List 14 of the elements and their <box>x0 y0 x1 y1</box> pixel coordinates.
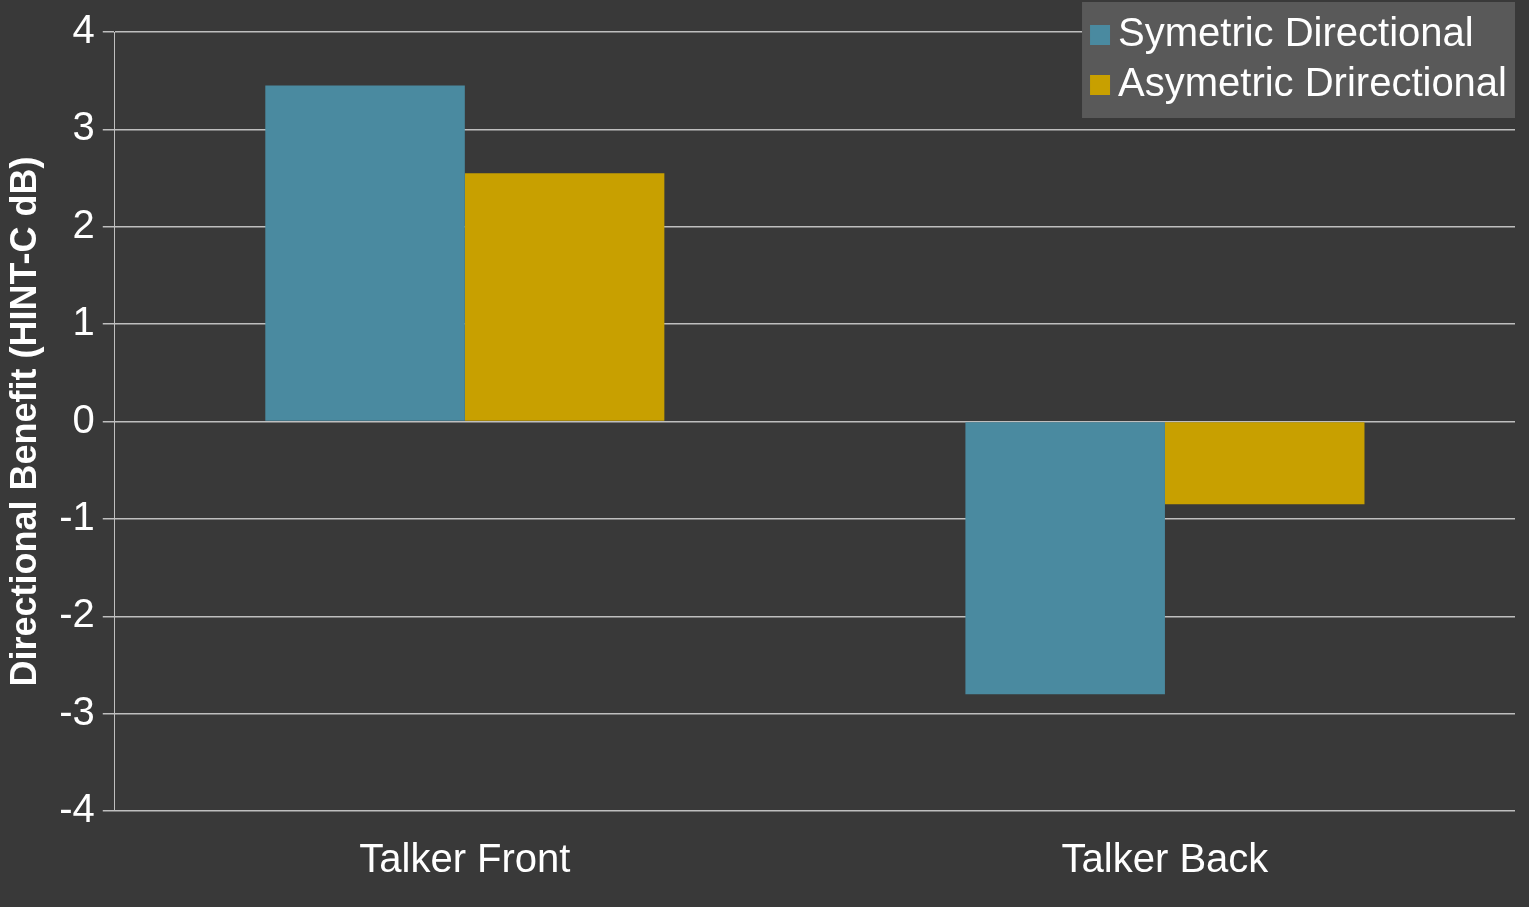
y-tick-label: 3 <box>72 104 95 149</box>
y-tick-label: -2 <box>59 591 95 636</box>
y-tick-label: -3 <box>59 688 95 733</box>
y-tick-label: 0 <box>72 396 95 441</box>
x-tick-label: Talker Front <box>359 836 571 881</box>
x-tick-label: Talker Back <box>1061 836 1270 881</box>
y-tick-label: 4 <box>72 7 95 52</box>
legend-label: Symetric Directional <box>1118 10 1474 55</box>
y-tick-label: 2 <box>72 201 95 246</box>
legend-label: Asymetric Drirectional <box>1118 60 1507 105</box>
y-tick-label: 1 <box>72 299 95 344</box>
y-tick-label: -4 <box>59 786 95 831</box>
y-axis-title: Directional Benefit (HINT-C dB) <box>2 156 44 687</box>
y-tick-label: -1 <box>59 493 95 538</box>
